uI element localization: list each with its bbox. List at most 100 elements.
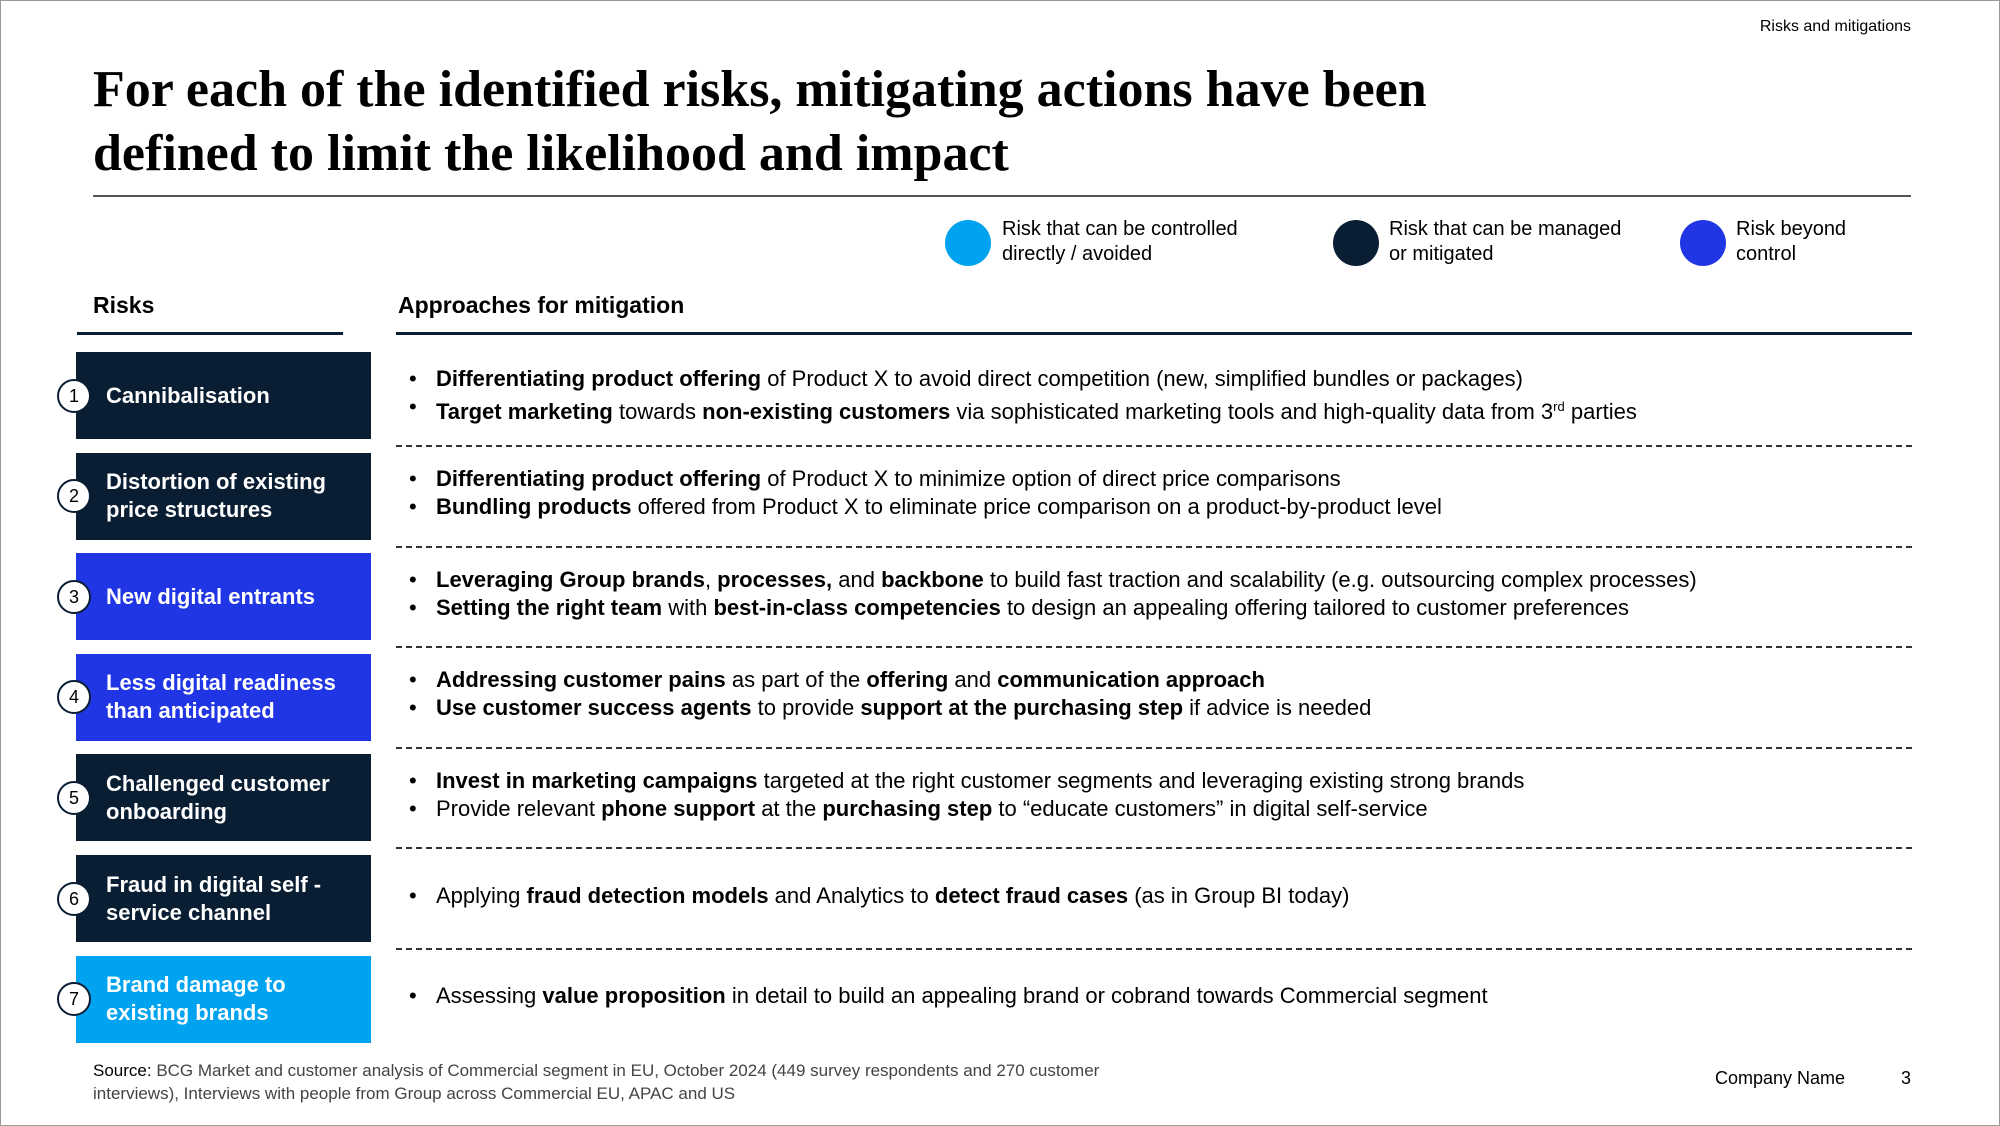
bullet-text: offering — [866, 667, 949, 693]
bullet-text: Invest in marketing campaigns — [436, 767, 758, 793]
legend-label: or mitigated — [1389, 243, 1494, 265]
bullet-text: processes, — [717, 566, 833, 592]
risk-number: 5 — [57, 780, 91, 815]
bullet-text: to “educate customers” in digital self-s… — [992, 795, 1428, 821]
bullet: Provide relevant phone support at the pu… — [409, 795, 1428, 823]
legend-swatch — [945, 220, 991, 266]
source: Source: BCG Market and customer analysis… — [93, 1059, 1099, 1105]
source-label: Source: — [93, 1061, 152, 1080]
bullet: Differentiating product offering of Prod… — [409, 465, 1341, 493]
title-line: For each of the identified risks, mitiga… — [93, 61, 1427, 118]
bullet-text: Differentiating product offering — [436, 365, 762, 391]
risk-label: Fraud in digital self - — [106, 871, 322, 897]
bullet-text: to provide — [751, 695, 861, 721]
bullet-text: parties — [1564, 398, 1637, 424]
legend-label: Risk that can be managed — [1389, 218, 1622, 240]
bullet-text: Bundling products — [436, 494, 632, 520]
risk-number: 1 — [57, 378, 91, 413]
bullet-text: at the — [755, 795, 823, 821]
bullet-text: with — [662, 594, 714, 620]
bullet-text: targeted at the right customer segments … — [757, 767, 1525, 793]
bullet-text: phone support — [601, 795, 756, 821]
source-text: interviews), Interviews with people from… — [93, 1084, 736, 1103]
risk-number: 7 — [57, 982, 91, 1017]
bullet-text: support at the purchasing step — [860, 695, 1184, 721]
bullet: Applying fraud detection models and Anal… — [409, 882, 1350, 910]
risk-label: existing brands — [106, 1000, 269, 1026]
legend-label: control — [1736, 243, 1797, 265]
bullet-text: Setting the right team — [436, 594, 663, 620]
row-separator — [396, 646, 1912, 649]
row-separator — [396, 445, 1912, 447]
bullet-text: Leveraging Group brands — [436, 566, 705, 592]
bullet-text: to build fast traction and scalability (… — [983, 566, 1697, 592]
risk-label: onboarding — [106, 798, 227, 824]
bullet: Invest in marketing campaigns targeted a… — [409, 767, 1525, 795]
bullet: Use customer success agents to provide s… — [409, 694, 1372, 722]
section-label: Risks and mitigations — [1759, 18, 1911, 35]
bullet-text: Addressing customer pains — [436, 667, 726, 693]
bullet-text: Use customer success agents — [436, 695, 752, 721]
risk-label: New digital entrants — [106, 583, 316, 609]
risk-label: than anticipated — [106, 698, 275, 724]
row-separator — [396, 948, 1912, 950]
bullet-text: Target marketing — [436, 398, 613, 424]
legend-label: Risk beyond — [1736, 218, 1847, 240]
bullet: Leveraging Group brands, processes, and … — [409, 566, 1697, 594]
risk-box — [76, 955, 371, 1043]
column-header: Approaches for mitigation — [398, 292, 685, 318]
risk-box — [76, 855, 371, 942]
risk-box — [76, 754, 371, 842]
risk-box — [76, 452, 371, 540]
bullet-text: Differentiating product offering — [436, 466, 762, 492]
divider — [93, 195, 1911, 197]
legend-swatch — [1333, 220, 1379, 266]
bullet-text: value proposition — [542, 983, 726, 1009]
risk-label: Distortion of existing — [106, 469, 326, 495]
risk-label: price structures — [106, 497, 273, 523]
bullet-text: best-in-class competencies — [713, 594, 1001, 620]
title-line: defined to limit the likelihood and impa… — [93, 125, 1009, 182]
bullet-text: in detail to build an appealing brand or… — [725, 983, 1488, 1009]
risk-box — [76, 352, 371, 439]
risk-number: 6 — [57, 881, 91, 916]
bullet-text: via sophisticated marketing tools and hi… — [950, 398, 1554, 424]
bullet-text: and Analytics to — [768, 882, 935, 908]
risk-label: Brand damage to — [106, 972, 286, 998]
source-text: BCG Market and customer analysis of Comm… — [151, 1061, 1100, 1080]
risk-box — [76, 553, 371, 641]
risk-number: 2 — [57, 479, 91, 514]
risk-box — [76, 653, 371, 741]
bullet-text: Provide relevant — [436, 795, 602, 821]
bullet-text: Assessing — [436, 983, 543, 1009]
legend-label: Risk that can be controlled — [1002, 218, 1238, 240]
bullet: Addressing customer pains as part of the… — [409, 666, 1265, 694]
bullet-text: and — [832, 566, 882, 592]
bullet-text: towards — [612, 398, 703, 424]
bullet: Bundling products offered from Product X… — [409, 493, 1442, 521]
bullet-text: (as in Group BI today) — [1128, 882, 1350, 908]
risk-label: service channel — [106, 899, 272, 925]
bullet-text: communication approach — [997, 667, 1265, 693]
bullet: Target marketing towards non-existing cu… — [409, 393, 1637, 426]
header-underline — [77, 332, 343, 335]
legend-label: directly / avoided — [1002, 243, 1153, 265]
risk-label: Challenged customer — [106, 770, 330, 796]
bullet-text: detect fraud cases — [934, 882, 1129, 908]
header-underline — [396, 332, 1912, 335]
bullet-text: Applying — [436, 882, 527, 908]
bullet-text: to design an appealing offering tailored… — [1000, 594, 1630, 620]
bullet: Assessing value proposition in detail to… — [409, 982, 1488, 1010]
bullet-text: of Product X to minimize option of direc… — [761, 466, 1341, 492]
bullet-text: backbone — [881, 566, 984, 592]
bullet: Setting the right team with best-in-clas… — [409, 594, 1630, 622]
bullet-text: purchasing step — [822, 795, 993, 821]
bullet-text: as part of the — [725, 667, 867, 693]
bullet-text: fraud detection models — [526, 882, 769, 908]
risk-number: 4 — [57, 680, 91, 715]
risk-number: 3 — [57, 579, 91, 614]
bullet-text: of Product X to avoid direct competition… — [761, 365, 1523, 391]
row-separator — [396, 847, 1912, 850]
bullet-text: if advice is needed — [1183, 695, 1372, 721]
